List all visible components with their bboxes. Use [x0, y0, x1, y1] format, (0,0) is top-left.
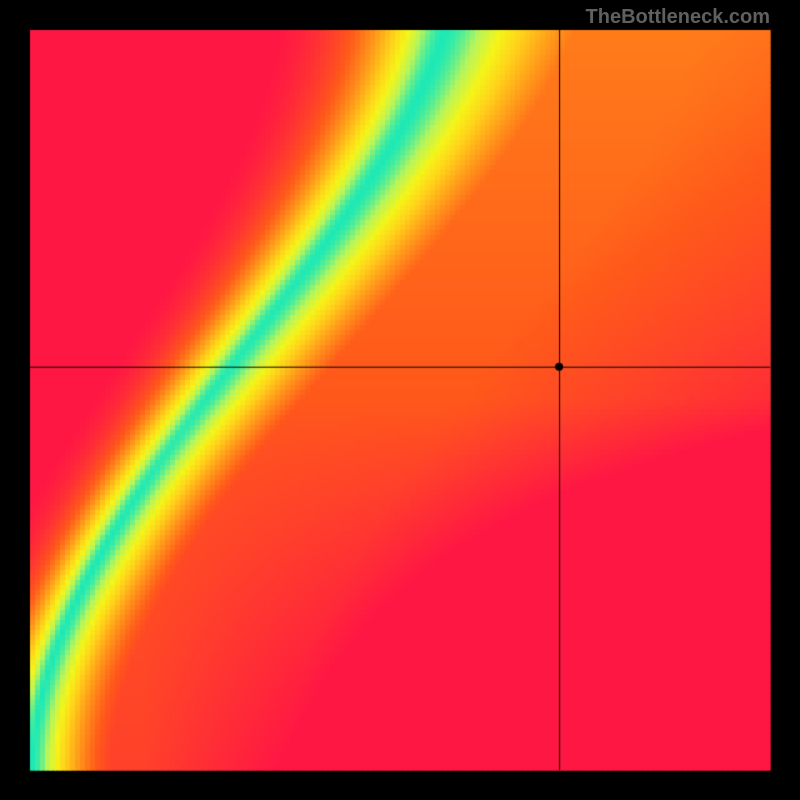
watermark-text: TheBottleneck.com [586, 6, 770, 29]
bottleneck-heatmap [0, 0, 800, 800]
chart-container: TheBottleneck.com [0, 0, 800, 800]
